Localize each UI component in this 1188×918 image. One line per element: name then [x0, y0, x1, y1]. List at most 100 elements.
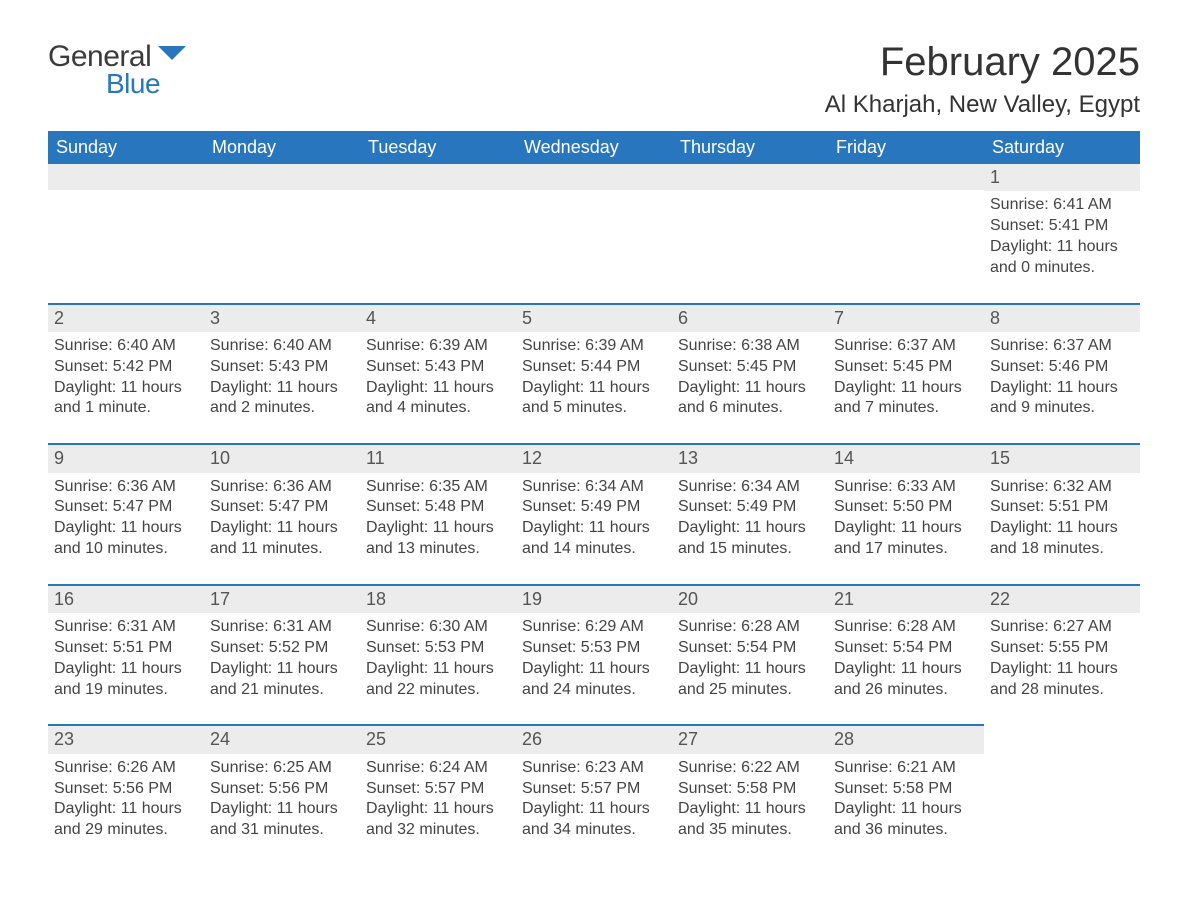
- day-number: 23: [48, 724, 204, 753]
- day-daylight: Daylight: 11 hours and 25 minutes.: [678, 659, 822, 701]
- day-content: Sunrise: 6:40 AMSunset: 5:42 PMDaylight:…: [52, 336, 200, 419]
- day-daylight: Daylight: 11 hours and 28 minutes.: [990, 659, 1134, 701]
- day-sunset: Sunset: 5:53 PM: [522, 638, 666, 659]
- day-number: 15: [984, 443, 1140, 472]
- day-daylight: Daylight: 11 hours and 10 minutes.: [54, 518, 198, 560]
- calendar-cell: 16Sunrise: 6:31 AMSunset: 5:51 PMDayligh…: [48, 584, 204, 725]
- calendar-cell: 18 Sunrise: 6:30 AMSunset: 5:53 PMDayligh…: [360, 584, 516, 725]
- calendar-cell: 24 Sunrise: 6:25 AMSunset: 5:56 PMDayligh…: [204, 724, 360, 865]
- day-sunset: Sunset: 5:57 PM: [366, 779, 510, 800]
- day-number: 13: [672, 443, 828, 472]
- calendar-cell: 22Sunrise: 6:27 AMSunset: 5:55 PMDayligh…: [984, 584, 1140, 725]
- day-content: Sunrise: 6:36 AMSunset: 5:47 PMDaylight:…: [52, 477, 200, 560]
- weekday-header-row: SundayMondayTuesdayWednesdayThursdayFrid…: [48, 131, 1140, 164]
- day-daylight: Daylight: 11 hours and 24 minutes.: [522, 659, 666, 701]
- day-number: 24: [204, 724, 360, 753]
- calendar-cell: 12 Sunrise: 6:34 AMSunset: 5:49 PMDayligh…: [516, 443, 672, 584]
- day-number: 8: [984, 303, 1140, 332]
- day-sunrise: Sunrise: 6:26 AM: [54, 758, 198, 779]
- day-sunrise: Sunrise: 6:28 AM: [678, 617, 822, 638]
- day-daylight: Daylight: 11 hours and 21 minutes.: [210, 659, 354, 701]
- calendar-cell: 7Sunrise: 6:37 AMSunset: 5:45 PMDaylight…: [828, 303, 984, 444]
- day-daylight: Daylight: 11 hours and 31 minutes.: [210, 799, 354, 841]
- calendar-cell: [204, 164, 360, 303]
- day-daylight: Daylight: 11 hours and 11 minutes.: [210, 518, 354, 560]
- calendar-week-row: 1Sunrise: 6:41 AMSunset: 5:41 PMDaylight…: [48, 164, 1140, 303]
- day-sunrise: Sunrise: 6:32 AM: [990, 477, 1134, 498]
- calendar-cell: 1Sunrise: 6:41 AMSunset: 5:41 PMDaylight…: [984, 164, 1140, 303]
- day-sunrise: Sunrise: 6:34 AM: [678, 477, 822, 498]
- day-daylight: Daylight: 11 hours and 9 minutes.: [990, 378, 1134, 420]
- day-daylight: Daylight: 11 hours and 6 minutes.: [678, 378, 822, 420]
- day-number: 18: [360, 584, 516, 613]
- day-daylight: Daylight: 11 hours and 15 minutes.: [678, 518, 822, 560]
- day-content: Sunrise: 6:34 AMSunset: 5:49 PMDaylight:…: [520, 477, 668, 560]
- day-number: 12: [516, 443, 672, 472]
- day-number: 17: [204, 584, 360, 613]
- day-content: Sunrise: 6:26 AMSunset: 5:56 PMDaylight:…: [52, 758, 200, 841]
- day-content: Sunrise: 6:40 AMSunset: 5:43 PMDaylight:…: [208, 336, 356, 419]
- day-sunset: Sunset: 5:53 PM: [366, 638, 510, 659]
- calendar-cell: 14Sunrise: 6:33 AMSunset: 5:50 PMDayligh…: [828, 443, 984, 584]
- calendar-cell: 17Sunrise: 6:31 AMSunset: 5:52 PMDayligh…: [204, 584, 360, 725]
- day-sunset: Sunset: 5:54 PM: [678, 638, 822, 659]
- calendar-cell: [516, 164, 672, 303]
- day-sunset: Sunset: 5:57 PM: [522, 779, 666, 800]
- day-sunset: Sunset: 5:49 PM: [678, 497, 822, 518]
- day-sunset: Sunset: 5:47 PM: [54, 497, 198, 518]
- day-sunrise: Sunrise: 6:30 AM: [366, 617, 510, 638]
- empty-day-bar: [360, 164, 516, 190]
- calendar-cell: 9Sunrise: 6:36 AMSunset: 5:47 PMDaylight…: [48, 443, 204, 584]
- day-content: Sunrise: 6:25 AMSunset: 5:56 PMDaylight:…: [208, 758, 356, 841]
- day-daylight: Daylight: 11 hours and 29 minutes.: [54, 799, 198, 841]
- day-daylight: Daylight: 11 hours and 13 minutes.: [366, 518, 510, 560]
- day-sunset: Sunset: 5:52 PM: [210, 638, 354, 659]
- day-sunrise: Sunrise: 6:21 AM: [834, 758, 978, 779]
- location: Al Kharjah, New Valley, Egypt: [825, 91, 1140, 119]
- calendar-table: SundayMondayTuesdayWednesdayThursdayFrid…: [48, 131, 1140, 865]
- day-sunset: Sunset: 5:45 PM: [834, 357, 978, 378]
- calendar-cell: 2Sunrise: 6:40 AMSunset: 5:42 PMDaylight…: [48, 303, 204, 444]
- day-sunset: Sunset: 5:41 PM: [990, 216, 1134, 237]
- day-sunrise: Sunrise: 6:36 AM: [210, 477, 354, 498]
- day-sunset: Sunset: 5:45 PM: [678, 357, 822, 378]
- weekday-header: Friday: [828, 131, 984, 164]
- day-number: 3: [204, 303, 360, 332]
- weekday-header: Thursday: [672, 131, 828, 164]
- day-sunrise: Sunrise: 6:38 AM: [678, 336, 822, 357]
- day-sunrise: Sunrise: 6:31 AM: [54, 617, 198, 638]
- calendar-cell: [828, 164, 984, 303]
- calendar-cell: 6 Sunrise: 6:38 AMSunset: 5:45 PMDaylight…: [672, 303, 828, 444]
- calendar-week-row: 23 Sunrise: 6:26 AMSunset: 5:56 PMDayligh…: [48, 724, 1140, 865]
- weekday-header: Saturday: [984, 131, 1140, 164]
- day-content: Sunrise: 6:37 AMSunset: 5:46 PMDaylight:…: [988, 336, 1136, 419]
- day-daylight: Daylight: 11 hours and 2 minutes.: [210, 378, 354, 420]
- day-number: 26: [516, 724, 672, 753]
- day-content: Sunrise: 6:24 AMSunset: 5:57 PMDaylight:…: [364, 758, 512, 841]
- calendar-cell: 3 Sunrise: 6:40 AMSunset: 5:43 PMDaylight…: [204, 303, 360, 444]
- day-sunset: Sunset: 5:51 PM: [990, 497, 1134, 518]
- day-content: Sunrise: 6:34 AMSunset: 5:49 PMDaylight:…: [676, 477, 824, 560]
- day-sunrise: Sunrise: 6:23 AM: [522, 758, 666, 779]
- day-number: 1: [984, 164, 1140, 191]
- day-content: Sunrise: 6:21 AMSunset: 5:58 PMDaylight:…: [832, 758, 980, 841]
- day-daylight: Daylight: 11 hours and 1 minute.: [54, 378, 198, 420]
- logo-word2: Blue: [106, 68, 186, 100]
- calendar-cell: 19Sunrise: 6:29 AMSunset: 5:53 PMDayligh…: [516, 584, 672, 725]
- day-daylight: Daylight: 11 hours and 22 minutes.: [366, 659, 510, 701]
- empty-day-bar: [204, 164, 360, 190]
- day-number: 11: [360, 443, 516, 472]
- day-daylight: Daylight: 11 hours and 35 minutes.: [678, 799, 822, 841]
- day-sunrise: Sunrise: 6:33 AM: [834, 477, 978, 498]
- calendar-cell: 4Sunrise: 6:39 AMSunset: 5:43 PMDaylight…: [360, 303, 516, 444]
- day-sunset: Sunset: 5:55 PM: [990, 638, 1134, 659]
- day-sunrise: Sunrise: 6:40 AM: [210, 336, 354, 357]
- day-sunset: Sunset: 5:54 PM: [834, 638, 978, 659]
- day-sunrise: Sunrise: 6:27 AM: [990, 617, 1134, 638]
- day-number: 6: [672, 303, 828, 332]
- weekday-header: Monday: [204, 131, 360, 164]
- day-sunset: Sunset: 5:58 PM: [834, 779, 978, 800]
- day-number: 16: [48, 584, 204, 613]
- day-number: 7: [828, 303, 984, 332]
- day-sunrise: Sunrise: 6:40 AM: [54, 336, 198, 357]
